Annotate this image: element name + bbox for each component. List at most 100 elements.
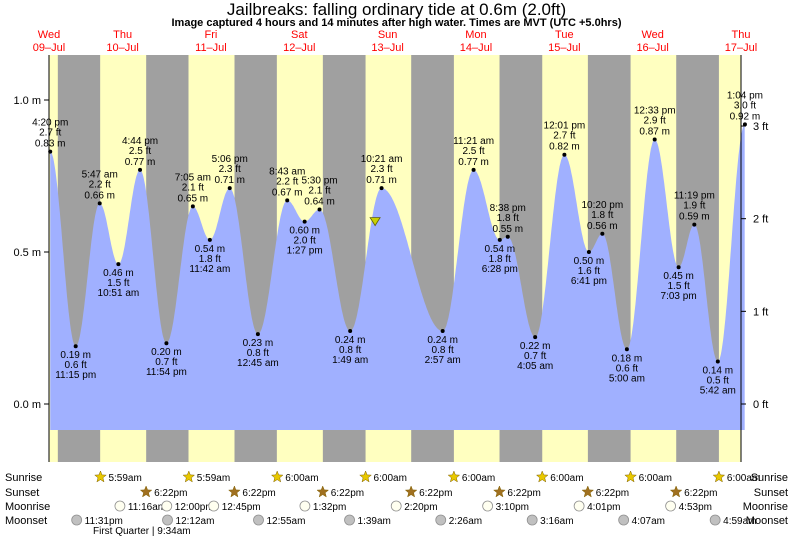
extreme-ft-23: 0.6 ft [616,363,638,374]
day-name-5: Mon [465,29,486,41]
extreme-ft-19: 0.7 ft [524,351,546,362]
sunrise-time-0: 5:59am [108,473,141,484]
extreme-m-28: 0.92 m [730,111,761,122]
extreme-point-16 [471,167,476,172]
sunrise-label-right: Sunrise [751,472,788,484]
extreme-ft-7: 1.8 ft [199,254,221,265]
day-name-7: Wed [641,29,663,41]
extreme-m-17: 0.54 m [485,244,516,255]
extreme-time-4: 4:44 pm [122,136,158,147]
sunrise-icon-5 [535,470,549,483]
sunset-icon-3 [404,485,418,498]
day-date-5: 14–Jul [460,42,492,54]
extreme-ft-1: 0.6 ft [65,360,87,371]
sunset-icon-0 [139,485,153,498]
extreme-point-1 [73,344,78,349]
sunrise-time-1: 5:59am [197,473,230,484]
moon-phase-label: First Quarter | 9:34am [93,526,191,537]
moonrise-time-1: 12:00pm [175,502,214,513]
sunset-icon-4 [493,485,506,498]
extreme-time-24: 12:33 pm [634,106,676,117]
extreme-m-7: 0.54 m [195,244,226,255]
day-name-8: Thu [732,29,751,41]
moonrise-time-2: 12:45pm [222,502,261,513]
chart-title: Jailbreaks: falling ordinary tide at 0.6… [226,0,567,19]
current-level-marker [369,217,381,227]
extreme-point-10 [285,198,290,203]
right-tick-label-2: 2 ft [753,214,768,226]
moonrise-icon-3 [299,500,311,512]
sunset-icon-2 [316,485,330,498]
extreme-ft-6: 2.1 ft [182,182,204,193]
moonrise-icon-4 [390,500,402,512]
day-name-0: Wed [38,29,60,41]
extreme-m-16: 0.77 m [458,157,489,168]
sunrise-icon-7 [712,470,726,483]
sunset-time-6: 6:22pm [684,488,717,499]
extreme-m-2: 0.66 m [84,190,115,201]
extreme-m-21: 0.50 m [574,256,605,267]
moonset-icon-4 [435,514,447,526]
moonrise-icon-1 [161,500,173,512]
right-tick-label-3: 3 ft [753,121,768,133]
extreme-m-27: 0.14 m [703,365,734,376]
moonset-label-right: Moonset [746,515,788,527]
extreme-m-12: 0.64 m [304,196,335,207]
extreme-point-4 [138,167,143,172]
day-date-2: 11–Jul [195,42,227,54]
extreme-ft-14: 2.3 ft [370,164,392,175]
day-date-8: 17–Jul [725,42,757,54]
extreme-point-5 [164,341,169,346]
extreme-ft-13: 0.8 ft [339,345,361,356]
extreme-ft-16: 2.5 ft [462,146,484,157]
moonrise-time-0: 11:16am [128,502,166,513]
sunset-icon-1 [228,485,241,498]
day-date-4: 13–Jul [371,42,403,54]
moonset-icon-6 [618,514,630,526]
extreme-ft-5: 0.7 ft [155,357,177,368]
moonset-time-4: 2:26am [449,516,482,527]
extreme-m-1: 0.19 m [60,350,91,361]
extreme-ft-25: 1.5 ft [667,281,689,292]
extreme-point-21 [586,250,591,254]
left-tick-label-1: 0.5 m [13,247,41,259]
extreme-ft-10: 2.2 ft [276,176,298,187]
sunset-time-4: 6:22pm [507,488,540,499]
extreme-point-26 [692,222,697,227]
moonset-icon-7 [709,514,721,526]
extreme-ft-17: 1.8 ft [489,254,511,265]
extreme-time-14: 10:21 am [361,154,403,165]
sunrise-icon-6 [624,470,637,483]
sunrise-time-2: 6:00am [285,473,318,484]
extreme-m-23: 0.18 m [612,353,643,364]
sunset-time-2: 6:22pm [331,488,364,499]
extreme-time-26: 11:19 pm [674,191,715,202]
extreme-time-22: 10:20 pm [581,200,623,211]
day-name-4: Sun [378,29,398,41]
extreme-point-19 [533,335,538,340]
moonset-icon-5 [526,514,538,526]
left-tick-label-2: 1.0 m [13,95,41,107]
sunset-time-1: 6:22pm [242,488,275,499]
extreme-time-13: 1:49 am [332,355,368,366]
extreme-time-5: 11:54 pm [146,367,187,378]
extreme-ft-24: 2.9 ft [644,116,666,127]
extreme-point-28 [742,122,747,127]
extreme-ft-27: 0.5 ft [707,375,729,386]
sunrise-icon-1 [182,470,196,483]
extreme-time-20: 12:01 pm [544,121,586,132]
extreme-m-26: 0.59 m [679,212,710,223]
extreme-m-19: 0.22 m [520,341,551,352]
extreme-point-9 [255,332,260,337]
extreme-point-17 [497,237,502,242]
sunset-icon-6 [669,485,683,498]
tide-area [50,124,745,430]
day-date-1: 10–Jul [106,42,138,54]
moonrise-label-left: Moonrise [5,501,50,513]
extreme-m-13: 0.24 m [335,335,366,346]
extreme-ft-26: 1.9 ft [683,201,705,212]
extreme-m-3: 0.46 m [103,268,134,279]
extreme-m-0: 0.83 m [35,139,66,150]
right-tick-label-0: 0 ft [753,399,768,411]
sunrise-label-left: Sunrise [5,472,42,484]
